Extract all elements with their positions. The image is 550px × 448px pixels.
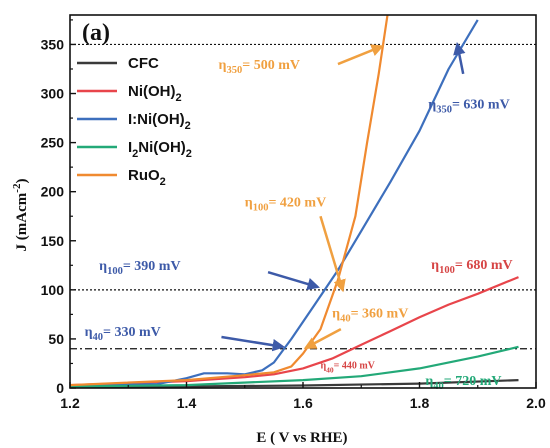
annotation-sub: 40 [93, 332, 104, 343]
x-tick-label: 2.0 [526, 395, 546, 411]
annotation-value: = 680 mV [455, 258, 513, 273]
annotation-sub: 350 [226, 65, 242, 76]
y-tick-label: 250 [41, 135, 65, 151]
legend-label-ruo2: RuO2 [128, 167, 166, 188]
y-axis-title: J (mAcm-2) [11, 179, 30, 252]
legend-sub: 2 [132, 148, 138, 160]
annotation-value: = 330 mV [103, 325, 161, 340]
annotation-value: = 440 mV [334, 360, 376, 371]
annotation-2: η100= 420 mV [245, 195, 326, 213]
annotation-eta: η [245, 195, 253, 210]
legend-sub: 2 [185, 120, 191, 132]
axes: 1.2 1.4 1.6 1.8 2.0 0 50 100 150 200 250 300 350 [41, 14, 546, 411]
legend-main: I [128, 139, 132, 156]
annotation-value: = 630 mV [452, 97, 510, 112]
x-tick-label: 1.4 [177, 395, 197, 411]
annotation-7: η40= 440 mV [320, 360, 375, 374]
y-axis-title-main: J (mAcm [14, 192, 30, 251]
annotation-sub: 100 [107, 266, 123, 277]
x-tick-label: 1.6 [293, 395, 313, 411]
annotation-eta: η [428, 97, 436, 112]
annotation-arrow-2 [319, 215, 346, 293]
annotation-value: = 390 mV [123, 259, 181, 274]
legend-label-i2nioh2: I2Ni(OH)2 [128, 139, 192, 160]
y-axis-title-end: ) [14, 179, 30, 184]
y-tick-label: 0 [56, 380, 64, 396]
annotation-sub: 350 [436, 104, 452, 115]
annotation-5: η40= 360 mV [332, 306, 408, 324]
legend-label-nioh2: Ni(OH)2 [128, 83, 182, 104]
annotation-value: = 720 mV [444, 374, 502, 389]
annotation-arrow-1 [453, 41, 466, 75]
annotation-sub: 40 [433, 381, 444, 392]
annotation-sub: 100 [253, 202, 269, 213]
annotation-eta: η [219, 58, 227, 73]
y-tick-label: 100 [41, 282, 65, 298]
panel-label: (a) [82, 20, 110, 46]
annotation-0: η350= 500 mV [219, 58, 300, 76]
annotation-sub: 40 [340, 313, 351, 324]
y-tick-label: 50 [48, 331, 64, 347]
legend-label-cfc: CFC [128, 55, 159, 72]
annotation-arrow-3 [267, 270, 320, 291]
annotation-eta: η [320, 360, 326, 371]
y-tick-label: 150 [41, 233, 65, 249]
legend-label-inioh2: I:Ni(OH)2 [128, 111, 191, 132]
annotation-eta: η [99, 259, 107, 274]
annotation-1: η350= 630 mV [428, 97, 509, 115]
legend-sub: 2 [160, 176, 166, 188]
y-tick-label: 200 [41, 184, 65, 200]
legend-main: Ni(OH) [128, 83, 176, 100]
annotation-arrow-6 [221, 335, 286, 352]
annotation-6: η40= 330 mV [85, 325, 161, 343]
annotation-sub: 40 [326, 365, 334, 374]
annotation-value: = 420 mV [268, 195, 326, 210]
annotation-eta: η [85, 325, 93, 340]
legend-sub-2: 2 [186, 148, 192, 160]
legend-after: Ni(OH) [138, 139, 186, 156]
annotation-8: η40= 720 mV [425, 374, 501, 392]
legend-main: RuO [128, 167, 160, 184]
annotation-eta: η [425, 374, 433, 389]
annotation-arrow-5 [303, 328, 342, 349]
x-axis-title: E ( V vs RHE) [256, 430, 347, 446]
y-axis-title-sup: -2 [11, 183, 23, 193]
annotation-3: η100= 390 mV [99, 259, 180, 277]
legend-sub: 2 [176, 92, 182, 104]
x-tick-label: 1.8 [410, 395, 430, 411]
series-line-nioh2 [69, 276, 519, 387]
annotation-eta: η [332, 306, 340, 321]
annotation-value: = 500 mV [242, 58, 300, 73]
annotation-sub: 100 [439, 265, 455, 276]
legend-main: CFC [128, 55, 159, 72]
annotation-4: η100= 680 mV [431, 258, 512, 276]
annotation-eta: η [431, 258, 439, 273]
y-tick-label: 350 [41, 36, 65, 52]
legend-main: I:Ni(OH) [128, 111, 185, 128]
annotation-value: = 360 mV [351, 306, 409, 321]
y-tick-label: 300 [41, 86, 65, 102]
x-tick-label: 1.2 [60, 395, 80, 411]
annotation-arrow-0 [337, 44, 384, 66]
